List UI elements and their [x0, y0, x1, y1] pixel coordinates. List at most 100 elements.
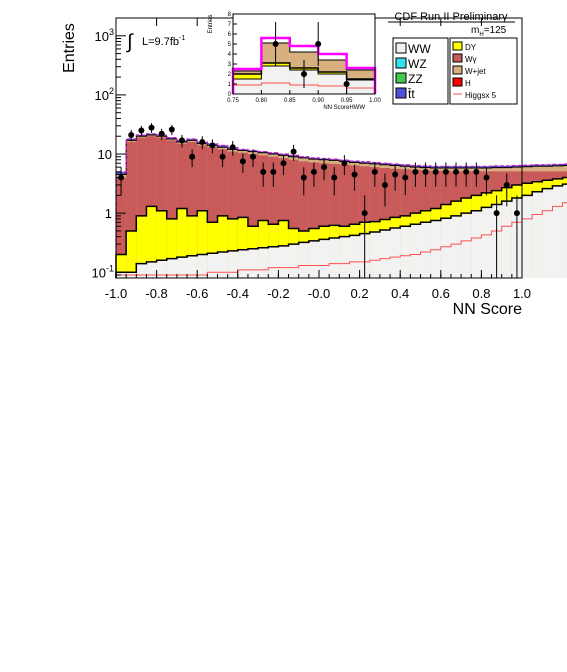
y-tick-exp: -1: [106, 263, 114, 273]
stack-ww-bin: [349, 235, 360, 278]
stack-ww-bin: [278, 245, 289, 278]
stack-ww-bin: [308, 240, 319, 278]
stack-wgamma-bin: [187, 141, 198, 278]
data-point: [128, 131, 135, 138]
stack-dy-bin: [217, 215, 228, 278]
stack-ww-bin: [379, 229, 391, 278]
data-point: [189, 153, 196, 160]
stack-ww-bin: [227, 250, 238, 278]
legend-swatch: [452, 65, 463, 75]
stack-ww-bin: [268, 246, 279, 278]
y-tick-label: 102: [95, 86, 114, 103]
stack-ww-bin: [471, 210, 482, 278]
stack-ww-bin: [187, 255, 198, 278]
data-point: [503, 181, 510, 188]
inset-xlabel: NN ScoreHWW: [323, 105, 365, 111]
stack-wgamma-bin: [126, 141, 137, 278]
stack-wgamma-bin: [217, 149, 228, 278]
mass-subscript: H: [479, 32, 483, 38]
data-point: [250, 153, 257, 160]
data-point: [513, 210, 520, 217]
inset-y-tick-label: 0: [228, 92, 232, 98]
stack-ww-bin: [450, 215, 462, 278]
dy-outline: [115, 176, 567, 278]
inset-x-tick-label: 0.95: [341, 98, 353, 104]
data-point: [178, 137, 185, 144]
y-tick-label: 10-1: [92, 263, 114, 280]
legend-swatch: [395, 72, 407, 84]
stack-ww-bin: [217, 252, 228, 278]
stack-ww-bin: [329, 237, 340, 278]
inset-x-tick-label: 0.90: [312, 98, 324, 104]
data-point: [310, 168, 317, 175]
mass-label: mH=125: [471, 25, 507, 38]
stack-wgamma-bin: [288, 159, 299, 278]
data-point: [219, 153, 226, 160]
inset-x-tick-label: 1.00: [369, 98, 381, 104]
stack-ww-bin: [197, 254, 208, 278]
legend-swatch: [452, 41, 463, 51]
inset-ww-bin: [318, 74, 347, 94]
data-point: [321, 164, 328, 171]
stack-ww-bin: [440, 218, 451, 278]
x-tick-label: 0.4: [391, 286, 409, 301]
lumi-label: L=9.7fb-1: [142, 35, 185, 48]
inset-y-tick-label: 8: [228, 12, 232, 18]
inset-y-tick-label: 5: [228, 42, 232, 48]
data-point: [118, 174, 125, 181]
stack-ww-bin: [390, 228, 401, 278]
stack-ww-bin: [237, 249, 248, 278]
mass-value: =125: [484, 25, 507, 36]
data-point: [412, 168, 419, 175]
legend-label: H: [465, 79, 471, 88]
data-point: [432, 168, 439, 175]
stack-wgamma-bin: [268, 156, 279, 278]
stack-wgamma-bin: [247, 154, 259, 278]
data-point: [402, 174, 409, 181]
inset-ww-bin: [233, 79, 262, 94]
stack-wgamma-bin: [156, 137, 167, 278]
data-point: [493, 210, 500, 217]
x-tick-label: -0.6: [186, 286, 208, 301]
x-tick-label: -0.2: [267, 286, 289, 301]
stack-dy-bin: [156, 210, 167, 278]
stack-ww-bin: [207, 253, 218, 278]
signal-outline: [115, 133, 567, 278]
stack-wgamma-bin: [136, 137, 147, 278]
data-point: [148, 124, 155, 131]
lumi-exponent: -1: [179, 35, 185, 42]
stack-ww-bin: [562, 184, 567, 278]
inset-y-tick-label: 4: [228, 52, 232, 58]
stack-ww-bin: [532, 191, 543, 278]
data-point: [351, 171, 358, 178]
data-point: [199, 138, 206, 145]
data-point: [483, 174, 490, 181]
data-point: [138, 127, 145, 134]
data-point: [239, 158, 246, 165]
stack-wgamma-bin: [349, 165, 360, 278]
stack-ww-bin: [430, 220, 441, 278]
data-point: [361, 210, 368, 217]
legend-swatch: [452, 77, 463, 87]
ylabel: Entries: [61, 23, 78, 73]
data-point: [280, 160, 287, 167]
legend-label: Wγ: [465, 55, 477, 64]
inset-y-tick-label: 2: [228, 72, 232, 78]
legend-swatch: [395, 87, 407, 99]
x-tick-label: -0.4: [227, 286, 249, 301]
inset-signal-outline: [231, 36, 377, 94]
y-tick-label: 10: [98, 147, 112, 162]
inset-data-point: [343, 81, 350, 87]
data-point: [463, 168, 470, 175]
data-point: [331, 174, 338, 181]
stack-dy-bin: [187, 215, 198, 278]
stack-wgamma-bin: [227, 151, 238, 278]
y-tick-exp: 2: [109, 86, 114, 96]
y-tick-label: 103: [95, 27, 114, 44]
x-tick-label: 0.2: [351, 286, 369, 301]
main-plot: -1.0 -0.8 -0.6 -0.4 -0.2 -0.0 0.2 0.4 0.6 0.8 1.0 1…: [92, 17, 567, 301]
ww-outline: [115, 183, 567, 278]
stack-wgamma-bin: [319, 163, 330, 278]
